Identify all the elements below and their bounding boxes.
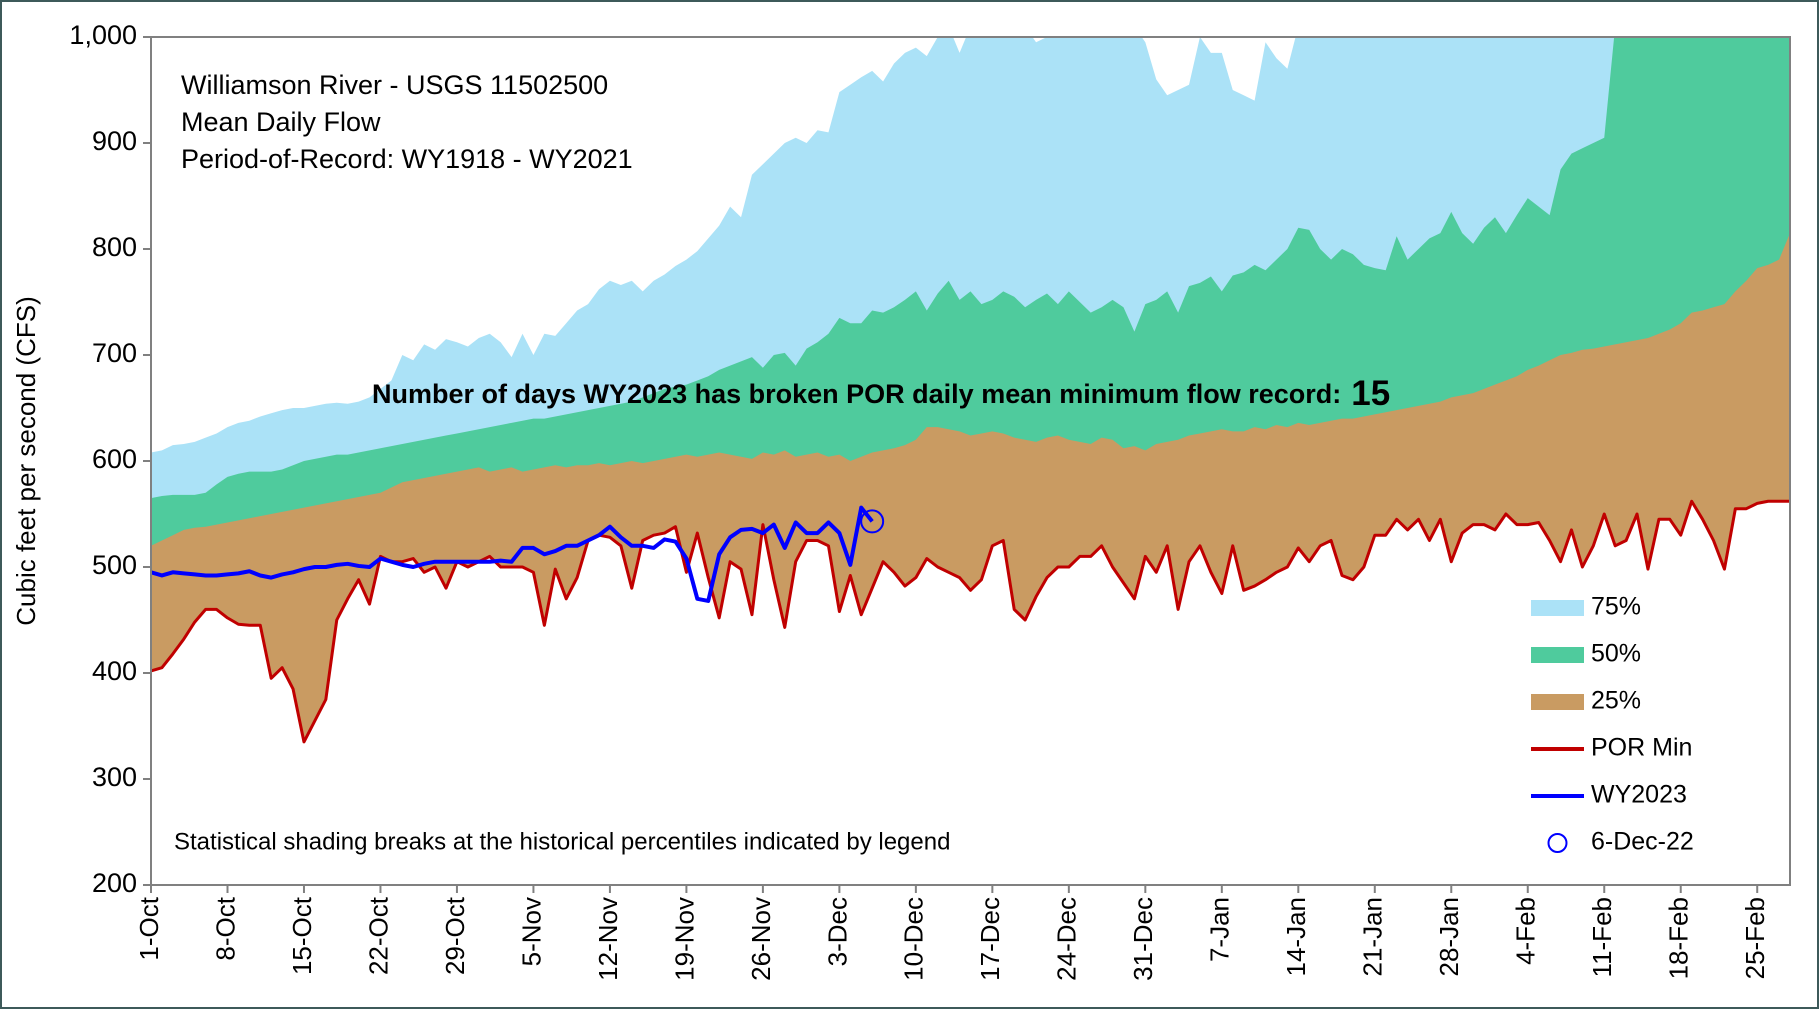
legend-label: 6-Dec-22 [1591, 828, 1694, 856]
chart-title: Period-of-Record: WY1918 - WY2021 [181, 144, 633, 174]
x-tick-label: 10-Dec [899, 897, 929, 981]
chart-title: Williamson River - USGS 11502500 [181, 70, 608, 100]
x-tick-label: 25-Feb [1740, 897, 1770, 979]
y-tick-label: 400 [92, 656, 137, 686]
x-tick-label: 22-Oct [363, 896, 393, 975]
x-tick-label: 8-Oct [210, 896, 240, 960]
x-tick-label: 19-Nov [669, 897, 699, 981]
x-tick-label: 3-Dec [822, 897, 852, 966]
chart-title: Mean Daily Flow [181, 107, 381, 137]
y-tick-label: 600 [92, 444, 137, 474]
y-tick-label: 1,000 [69, 20, 137, 50]
x-tick-label: 7-Jan [1205, 897, 1235, 962]
footnote: Statistical shading breaks at the histor… [174, 828, 950, 855]
legend-label: POR Min [1591, 734, 1692, 762]
plot-area [151, 37, 1790, 744]
x-tick-label: 18-Feb [1664, 897, 1694, 979]
legend-swatch [1531, 600, 1584, 616]
legend-swatch [1531, 694, 1584, 710]
record-count: 15 [1351, 374, 1390, 413]
x-tick-label: 5-Nov [516, 897, 546, 966]
y-tick-label: 700 [92, 338, 137, 368]
y-tick-label: 500 [92, 550, 137, 580]
percentile-area [151, 233, 1790, 742]
x-tick-label: 17-Dec [975, 897, 1005, 981]
legend-label: 75% [1591, 593, 1641, 621]
x-tick-label: 15-Oct [287, 896, 317, 975]
x-tick-label: 24-Dec [1052, 897, 1082, 981]
legend-label: WY2023 [1591, 781, 1687, 809]
legend-swatch [1531, 647, 1584, 663]
y-tick-label: 800 [92, 232, 137, 262]
x-tick-label: 28-Jan [1434, 897, 1464, 977]
legend-swatch [1547, 833, 1568, 853]
y-tick-label: 200 [92, 868, 137, 898]
x-tick-label: 4-Feb [1511, 897, 1541, 965]
x-tick-label: 21-Jan [1358, 897, 1388, 977]
x-tick-label: 14-Jan [1281, 897, 1311, 977]
legend-label: 25% [1591, 687, 1641, 715]
annotation: Number of days WY2023 has broken POR dai… [372, 374, 1390, 413]
y-tick-label: 300 [92, 762, 137, 792]
y-tick-label: 900 [92, 126, 137, 156]
x-tick-label: 11-Feb [1587, 897, 1617, 977]
annotation-text: Number of days WY2023 has broken POR dai… [372, 379, 1341, 409]
x-tick-label: 29-Oct [440, 896, 470, 975]
x-tick-label: 26-Nov [746, 897, 776, 981]
y-axis-label: Cubic feet per second (CFS) [11, 296, 41, 625]
x-tick-label: 12-Nov [593, 897, 623, 981]
flow-line [151, 499, 1790, 744]
flow-line [151, 505, 874, 603]
legend-label: 50% [1591, 640, 1641, 668]
current-marker [860, 509, 885, 534]
x-tick-label: 31-Dec [1128, 897, 1158, 981]
x-tick-label: 1-Oct [134, 896, 164, 960]
